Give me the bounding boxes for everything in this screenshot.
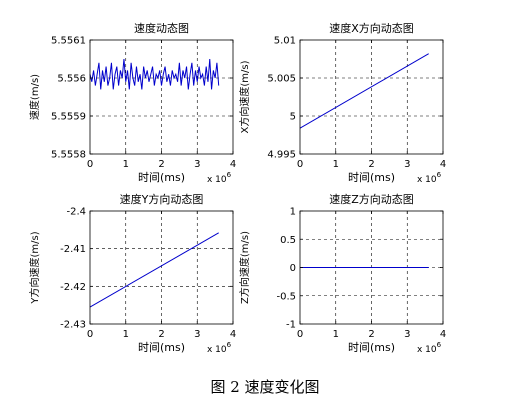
- y-axis-label: Y方向速度(m/s): [28, 231, 41, 304]
- y-tick-label: 5: [290, 112, 296, 123]
- x-tick-label: 1: [123, 329, 129, 340]
- x-tick-label: 0: [297, 329, 303, 340]
- x-axis-label: 时间(ms): [348, 171, 395, 184]
- y-tick-label: 5.005: [267, 74, 296, 85]
- y-tick-label: 5.5561: [51, 36, 86, 47]
- x-tick-label: 4: [230, 329, 236, 340]
- chart-title: 速度Z方向动态图: [329, 192, 414, 206]
- x-axis-multiplier: x 106: [417, 341, 442, 355]
- y-axis-label: Z方向速度(m/s): [238, 231, 251, 304]
- x-tick-label: 4: [230, 159, 236, 170]
- y-tick-label: 5.5559: [51, 112, 86, 123]
- chart-title: 速度X方向动态图: [329, 21, 414, 35]
- y-tick-label: 0.5: [280, 235, 296, 246]
- figure-caption: 图 2 速度变化图: [210, 378, 320, 396]
- x-tick-label: 3: [404, 159, 410, 170]
- y-axis-label: X方向速度(m/s): [238, 60, 251, 133]
- y-axis-label: 速度(m/s): [28, 74, 41, 120]
- x-tick-label: 1: [123, 159, 129, 170]
- x-tick-label: 1: [333, 329, 339, 340]
- chart-title: 速度Y方向动态图: [120, 192, 204, 206]
- x-axis-label: 时间(ms): [348, 341, 395, 354]
- y-tick-label: -2.4: [66, 207, 86, 218]
- chart-title: 速度动态图: [134, 21, 189, 35]
- y-tick-label: 5.01: [274, 36, 296, 47]
- x-tick-label: 0: [297, 159, 303, 170]
- x-tick-label: 1: [333, 159, 339, 170]
- y-tick-label: -2.41: [60, 244, 86, 255]
- y-tick-label: -2.42: [60, 282, 86, 293]
- y-tick-label: 0: [290, 263, 296, 274]
- x-axis-label: 时间(ms): [138, 341, 185, 354]
- y-tick-label: 5.5558: [51, 150, 86, 161]
- x-tick-label: 2: [158, 329, 164, 340]
- y-tick-label: 1: [290, 207, 296, 218]
- x-tick-label: 3: [194, 159, 200, 170]
- x-tick-label: 3: [194, 329, 200, 340]
- y-tick-label: -2.43: [60, 320, 86, 331]
- x-tick-label: 0: [87, 329, 93, 340]
- series-line-1: [299, 53, 429, 129]
- y-tick-label: -1: [286, 320, 296, 331]
- x-tick-label: 2: [158, 159, 164, 170]
- x-tick-label: 3: [404, 329, 410, 340]
- x-tick-label: 4: [440, 329, 446, 340]
- y-tick-label: 5.556: [57, 74, 86, 85]
- x-tick-label: 2: [368, 159, 374, 170]
- series-line-1: [89, 58, 220, 90]
- x-tick-label: 0: [87, 159, 93, 170]
- y-tick-label: -0.5: [276, 291, 296, 302]
- series-line-1: [89, 232, 219, 308]
- y-tick-label: 4.995: [267, 150, 296, 161]
- x-axis-multiplier: x 106: [207, 171, 232, 185]
- x-axis-multiplier: x 106: [417, 171, 442, 185]
- x-tick-label: 4: [440, 159, 446, 170]
- x-axis-multiplier: x 106: [207, 341, 232, 355]
- x-tick-label: 2: [368, 329, 374, 340]
- x-axis-label: 时间(ms): [138, 171, 185, 184]
